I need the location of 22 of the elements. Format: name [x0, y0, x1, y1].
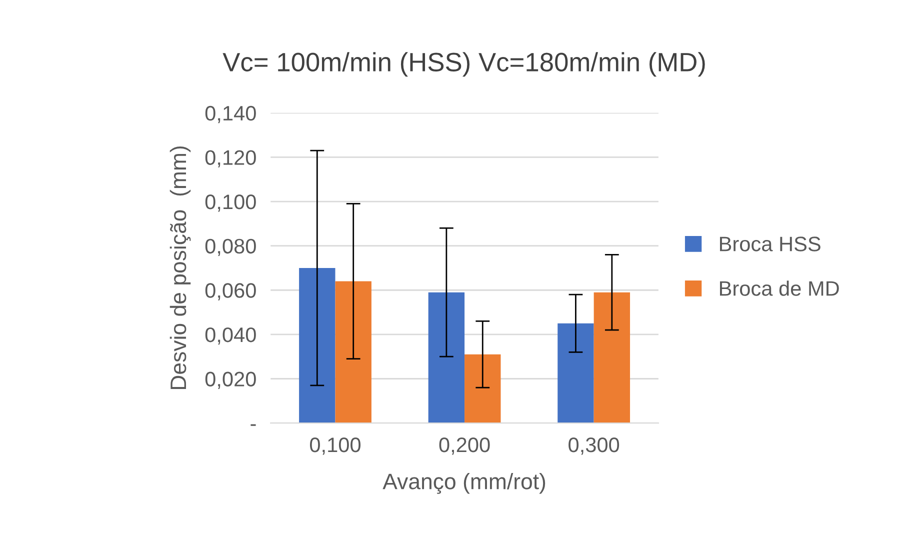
bar	[335, 281, 372, 424]
x-axis-title: Avanço (mm/rot)	[382, 473, 546, 494]
bar	[428, 292, 465, 424]
y-tick-label: 0,140	[205, 106, 256, 124]
bar	[558, 323, 594, 424]
y-tick-label: 0,060	[205, 283, 256, 300]
chart-title: Vc= 100m/min (HSS) Vc=180m/min (MD)	[222, 52, 705, 77]
y-tick-label: 0,080	[205, 238, 256, 256]
x-tick-label: 0,200	[439, 437, 490, 455]
y-tick-label: -	[250, 424, 256, 426]
bar	[594, 292, 630, 424]
legend-label: Broca HSS	[720, 236, 820, 252]
y-axis-title: Desvio de posição (mm)	[170, 146, 191, 390]
y-tick-label: 0,120	[205, 150, 256, 168]
x-tick-label: 0,100	[310, 437, 360, 455]
y-tick-label: 0,040	[205, 327, 256, 345]
legend-label: Broca de MD	[720, 280, 839, 296]
bar	[299, 268, 336, 424]
y-tick-label: 0,020	[205, 372, 256, 389]
y-tick-label: 0,100	[205, 194, 256, 212]
x-tick-label: 0,300	[568, 437, 620, 455]
bar	[464, 354, 501, 424]
